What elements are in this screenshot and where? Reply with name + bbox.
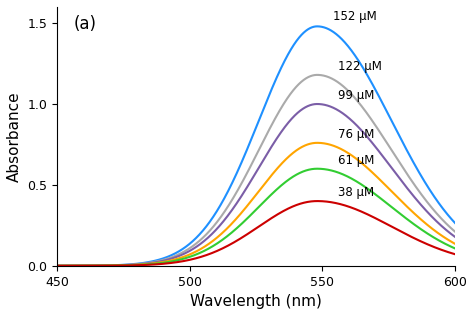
Text: 99 μM: 99 μM [338,89,375,102]
Text: (a): (a) [73,15,96,33]
Text: 38 μM: 38 μM [338,186,374,199]
Text: 122 μM: 122 μM [338,60,382,73]
Y-axis label: Absorbance: Absorbance [7,91,22,182]
Text: 152 μM: 152 μM [333,10,377,23]
Text: 76 μM: 76 μM [338,128,375,141]
X-axis label: Wavelength (nm): Wavelength (nm) [190,294,322,309]
Text: 61 μM: 61 μM [338,154,375,167]
